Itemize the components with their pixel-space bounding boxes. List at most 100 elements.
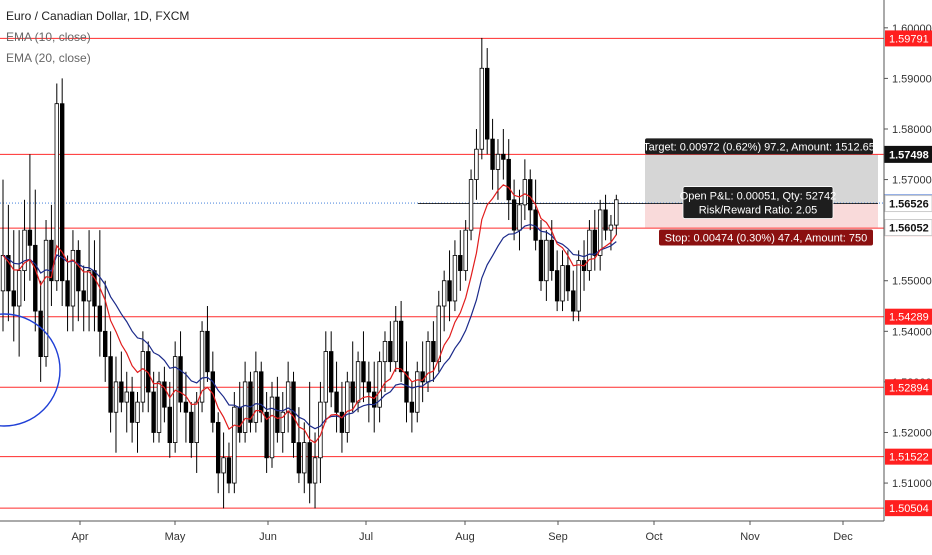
candle[interactable] (113, 381, 119, 413)
candle[interactable] (506, 158, 511, 201)
candle[interactable] (43, 239, 49, 358)
candle[interactable] (242, 381, 248, 433)
candle[interactable] (597, 209, 603, 256)
candle[interactable] (345, 381, 350, 433)
candle[interactable] (474, 148, 479, 180)
candle[interactable] (377, 361, 382, 408)
candle[interactable] (269, 396, 275, 459)
candle[interactable] (495, 153, 501, 170)
candle[interactable] (0, 255, 6, 292)
candle[interactable] (393, 320, 398, 363)
candle[interactable] (76, 249, 81, 292)
candle[interactable] (232, 406, 237, 484)
ema-10-line[interactable] (2, 184, 617, 444)
candle[interactable] (549, 239, 554, 272)
candle[interactable] (484, 67, 490, 140)
candle[interactable] (140, 351, 146, 403)
candle[interactable] (544, 239, 549, 282)
candle[interactable] (86, 270, 92, 302)
candle[interactable] (409, 401, 415, 413)
candle[interactable] (194, 401, 199, 443)
candle[interactable] (522, 179, 528, 206)
level-badge[interactable] (885, 30, 932, 47)
candle[interactable] (59, 103, 65, 282)
candle[interactable] (468, 179, 474, 231)
candle[interactable] (441, 280, 447, 307)
candle[interactable] (97, 305, 103, 332)
candle[interactable] (22, 229, 27, 272)
candle[interactable] (463, 229, 468, 272)
candle[interactable] (560, 265, 565, 302)
candle[interactable] (167, 406, 172, 443)
candle[interactable] (388, 341, 393, 363)
candle[interactable] (54, 103, 59, 282)
candle[interactable] (458, 255, 463, 272)
candle[interactable] (328, 351, 334, 393)
level-badge[interactable] (885, 308, 932, 325)
candle[interactable] (614, 199, 619, 226)
candle[interactable] (221, 457, 226, 474)
candle[interactable] (425, 341, 431, 383)
candle[interactable] (162, 381, 167, 408)
candle[interactable] (156, 381, 162, 433)
candle[interactable] (172, 356, 178, 443)
candle[interactable] (528, 179, 533, 211)
candle[interactable] (215, 421, 221, 474)
candle[interactable] (11, 290, 16, 307)
candle[interactable] (70, 249, 76, 307)
candle[interactable] (178, 356, 183, 403)
candle[interactable] (501, 153, 506, 160)
candle[interactable] (571, 290, 576, 312)
candle[interactable] (603, 209, 608, 231)
candle[interactable] (226, 457, 232, 484)
candle[interactable] (291, 381, 296, 443)
candle[interactable] (38, 310, 43, 358)
level-badge[interactable] (885, 448, 932, 465)
candle[interactable] (307, 442, 312, 484)
candle[interactable] (259, 371, 264, 413)
candle[interactable] (361, 361, 366, 383)
indicator-ema-10[interactable]: EMA (10, close) (6, 30, 91, 44)
candle[interactable] (302, 442, 307, 474)
candle[interactable] (479, 67, 485, 150)
candle[interactable] (415, 371, 420, 413)
candle[interactable] (339, 411, 345, 433)
candle[interactable] (129, 391, 135, 423)
price-marker[interactable] (884, 145, 932, 163)
candle[interactable] (447, 280, 452, 302)
level-badge[interactable] (885, 500, 932, 517)
candle[interactable] (285, 381, 291, 413)
candle[interactable] (533, 209, 538, 241)
candle[interactable] (452, 255, 458, 302)
price-marker[interactable] (884, 195, 932, 213)
candle[interactable] (490, 138, 495, 170)
candle[interactable] (372, 391, 377, 408)
candle[interactable] (312, 457, 318, 484)
candle[interactable] (253, 371, 259, 423)
candle[interactable] (65, 280, 70, 307)
circle-drawing[interactable] (0, 313, 61, 427)
candle[interactable] (608, 224, 614, 231)
candle[interactable] (398, 320, 404, 373)
candle[interactable] (576, 260, 581, 312)
level-badge[interactable] (885, 379, 932, 396)
candle[interactable] (323, 351, 328, 403)
candle[interactable] (189, 411, 194, 443)
ema-20-line[interactable] (2, 223, 617, 430)
candle[interactable] (248, 381, 253, 423)
candle[interactable] (538, 239, 544, 282)
candle[interactable] (436, 305, 441, 363)
candle[interactable] (135, 401, 140, 423)
candle[interactable] (592, 229, 597, 256)
candle[interactable] (318, 401, 323, 459)
candle[interactable] (382, 341, 388, 363)
candle[interactable] (6, 255, 11, 292)
candle[interactable] (587, 229, 592, 272)
candle[interactable] (33, 244, 38, 312)
candle[interactable] (517, 204, 522, 231)
candle[interactable] (81, 290, 86, 302)
candle[interactable] (275, 396, 280, 433)
candle[interactable] (431, 341, 436, 363)
candle[interactable] (103, 330, 108, 358)
